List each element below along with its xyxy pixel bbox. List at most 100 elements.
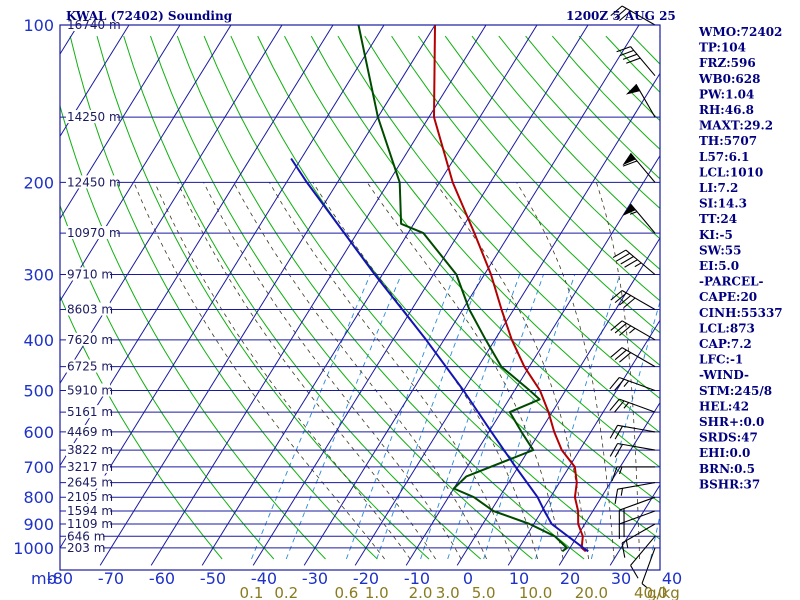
background-lines — [60, 25, 800, 566]
height-label: 1109 m — [67, 517, 113, 531]
barb-full — [619, 352, 632, 363]
wind-barb — [641, 547, 656, 589]
temperature-tick-label: -30 — [302, 569, 328, 588]
height-label: 4469 m — [67, 425, 113, 439]
pressure-tick-label: 400 — [23, 331, 54, 350]
wind-barb — [616, 46, 656, 77]
barb-full — [614, 349, 627, 361]
index-line: SI:14.3 — [699, 197, 747, 211]
index-line: LCL:1010 — [699, 165, 763, 179]
barb-full — [614, 8, 627, 19]
wind-barb — [609, 442, 656, 458]
isotherm — [60, 25, 385, 549]
barb-staff — [630, 46, 656, 77]
mixing-ratio-label: 0.2 — [274, 584, 298, 600]
barb-staff — [617, 482, 656, 490]
barb-staff — [617, 442, 656, 451]
isotherm — [99, 25, 436, 566]
moist-adiabat — [596, 182, 640, 559]
temperature-tick-label: -10 — [404, 569, 430, 588]
moist-adiabat — [659, 182, 660, 186]
barb-staff — [619, 376, 656, 392]
moist-adiabat — [312, 182, 538, 560]
dewpoint-line — [357, 25, 568, 553]
mixing-ratio-line — [345, 274, 455, 560]
height-label-bg — [66, 383, 110, 397]
isotherm — [303, 25, 640, 566]
index-line: LFC:-1 — [699, 353, 743, 367]
barb-full — [614, 292, 627, 304]
height-label-bg — [66, 503, 110, 517]
height-label-bg — [66, 529, 103, 543]
index-line: SHR+:0.0 — [699, 415, 764, 429]
index-line: RH:46.8 — [699, 103, 754, 117]
mixing-ratio-line — [376, 274, 482, 560]
mixing-ratio-label: 3.0 — [436, 584, 460, 600]
height-label: 7620 m — [67, 333, 113, 347]
dry-adiabat — [551, 35, 660, 151]
dry-adiabat — [364, 35, 660, 366]
mixing-ratio-line — [251, 274, 371, 560]
temperature-tick-label: -40 — [251, 569, 277, 588]
height-label-bg — [66, 459, 110, 473]
dry-adiabat — [310, 35, 660, 434]
dry-adiabat — [444, 35, 660, 271]
index-line: EI:5.0 — [699, 259, 739, 273]
isotherm — [60, 25, 130, 138]
height-label-bg — [66, 516, 110, 530]
index-line: KI:-5 — [699, 228, 733, 242]
height-label: 14250 m — [67, 110, 121, 124]
barb-full — [624, 259, 638, 268]
isotherm — [252, 25, 589, 566]
isotherm — [405, 154, 660, 566]
pressure-tick-label: 200 — [23, 173, 54, 192]
parcel-line — [290, 157, 589, 553]
index-line: TP:104 — [699, 41, 746, 55]
temperature-tick-label: -50 — [200, 569, 226, 588]
wind-barbs — [609, 5, 656, 589]
height-label: 12450 m — [67, 175, 121, 189]
height-label-bg — [66, 490, 110, 504]
index-line: LCL:873 — [699, 321, 755, 335]
dry-adiabat — [60, 294, 223, 560]
index-line: MAXT:29.2 — [699, 119, 773, 133]
valid-time: 1200Z 5 AUG 25 — [566, 9, 676, 23]
dry-adiabat — [767, 36, 800, 559]
index-line: HEL:42 — [699, 399, 749, 413]
barb-full — [614, 425, 623, 440]
barb-full — [616, 46, 631, 53]
index-line: -PARCEL- — [699, 275, 764, 289]
index-line: FRZ:596 — [699, 56, 756, 70]
wind-barb — [622, 152, 656, 183]
chart-title: KWAL (72402) Sounding — [66, 9, 233, 23]
barb-flag — [622, 203, 636, 217]
barb-full — [611, 466, 618, 482]
wind-barb — [622, 203, 656, 234]
height-label: 5161 m — [67, 405, 113, 419]
height-label: 1594 m — [67, 504, 113, 518]
mixing-ratio-label: 20.0 — [575, 584, 608, 600]
height-label: 6725 m — [67, 360, 113, 374]
dry-adiabat — [60, 103, 326, 560]
moist-adiabat — [434, 182, 589, 560]
index-line: PW:1.04 — [699, 87, 754, 101]
temperature-tick-label: 10 — [509, 569, 529, 588]
dry-adiabat — [793, 36, 800, 559]
barb-half — [629, 327, 636, 334]
height-label: 2105 m — [67, 490, 113, 504]
plot-frame — [59, 24, 661, 571]
mixing-ratio-label: 0.6 — [334, 584, 358, 600]
dry-adiabat — [69, 35, 378, 560]
barb-staff — [625, 249, 656, 275]
barb-full — [609, 377, 620, 390]
isotherm — [60, 25, 334, 467]
height-label: 2645 m — [67, 476, 113, 490]
barb-half — [620, 488, 624, 496]
height-label: 3822 m — [67, 443, 113, 457]
barb-full — [626, 57, 641, 64]
pressure-unit-label: mb — [31, 569, 57, 588]
index-line: WMO:72402 — [698, 25, 782, 39]
